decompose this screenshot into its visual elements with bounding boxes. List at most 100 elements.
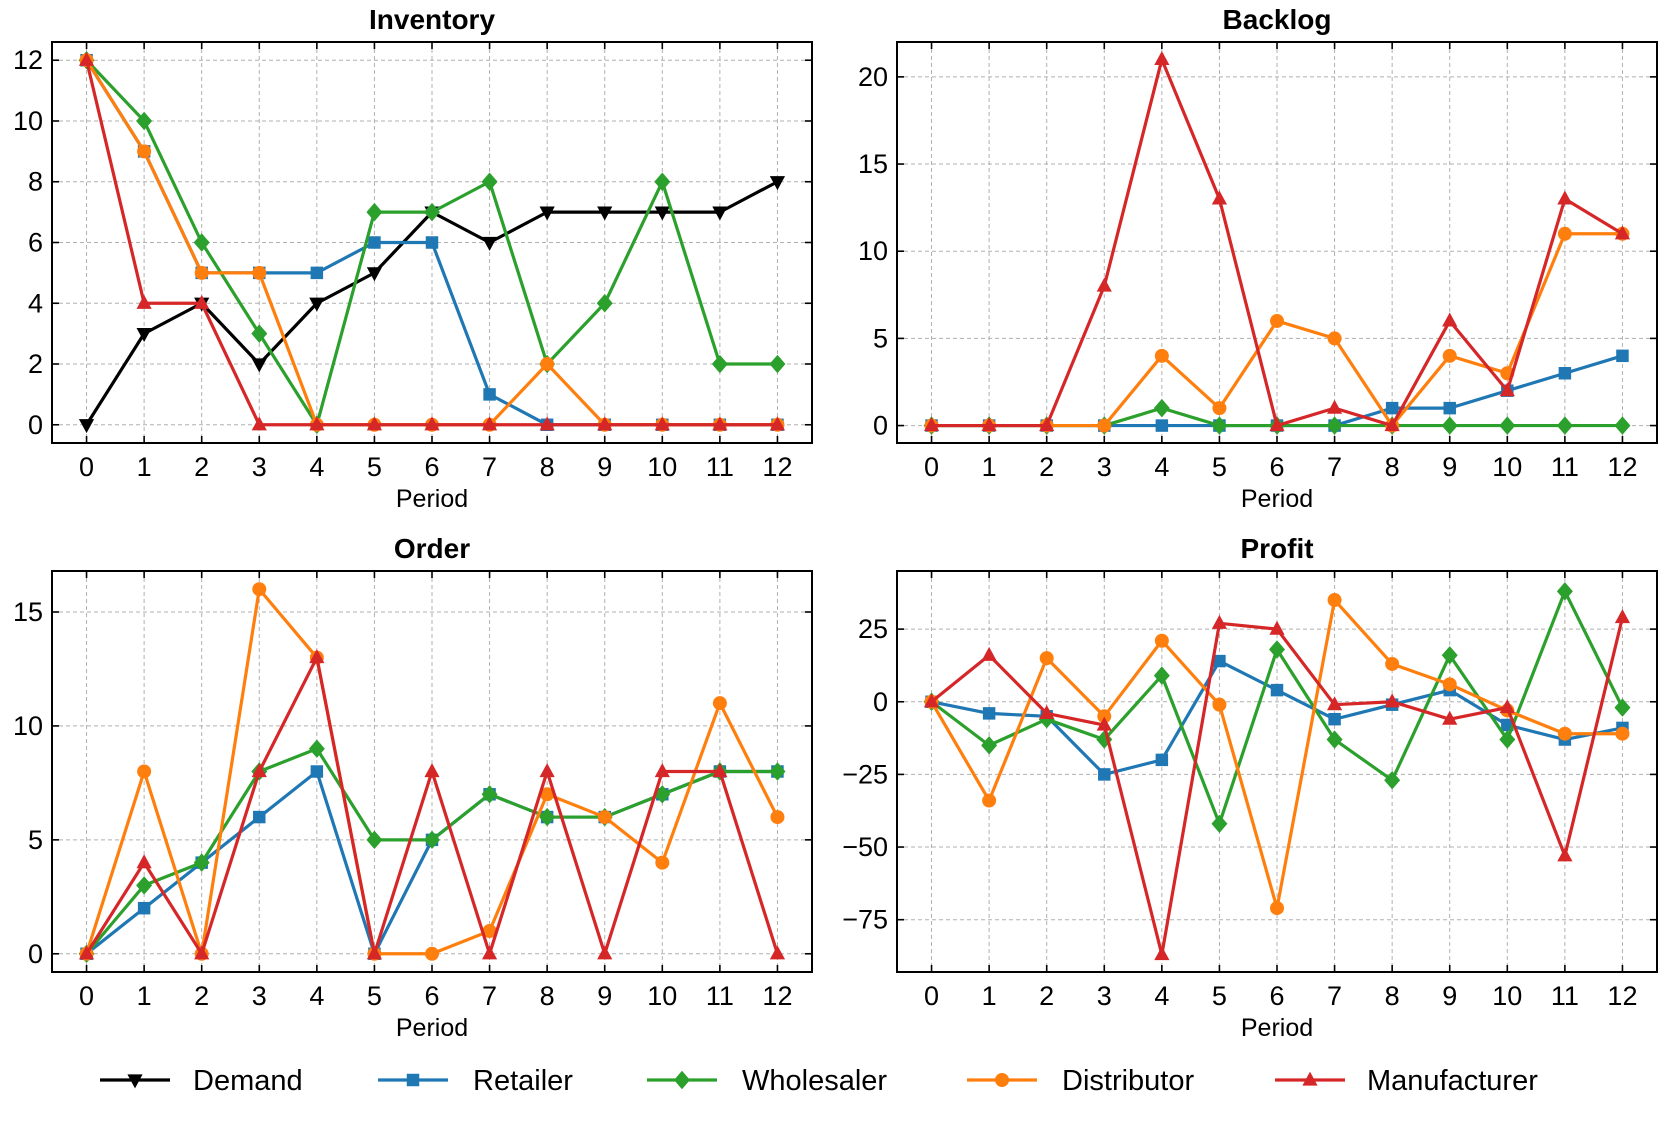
data-point — [597, 206, 613, 221]
data-point — [1269, 620, 1285, 635]
data-point — [1442, 677, 1457, 692]
legend-marker — [127, 1074, 143, 1089]
y-tick-label: −50 — [842, 832, 888, 862]
data-point — [1326, 730, 1343, 749]
x-tick-label: 0 — [924, 981, 939, 1011]
x-tick-label: 12 — [762, 452, 792, 482]
x-tick-label: 8 — [1385, 452, 1400, 482]
x-tick-label: 6 — [1269, 981, 1284, 1011]
data-point — [483, 388, 496, 401]
x-tick-label: 11 — [1551, 981, 1579, 1011]
x-tick-label: 4 — [309, 452, 324, 482]
data-point — [1499, 382, 1515, 397]
data-point — [1211, 814, 1228, 834]
data-point — [251, 324, 268, 343]
x-tick-label: 5 — [1212, 452, 1227, 482]
y-tick-label: 0 — [873, 687, 888, 717]
data-point — [253, 810, 266, 824]
data-point — [136, 294, 152, 309]
chart-title: Inventory — [369, 4, 495, 35]
data-point — [1442, 348, 1457, 363]
data-point — [712, 416, 728, 431]
data-point — [136, 876, 153, 895]
y-tick-label: 20 — [858, 62, 888, 92]
y-tick-label: 5 — [28, 825, 43, 855]
legend-entry-distributor: Distributor — [967, 1065, 1194, 1097]
data-point — [981, 736, 998, 755]
x-tick-label: 0 — [79, 452, 94, 482]
data-point — [1154, 946, 1170, 961]
data-point — [309, 297, 325, 312]
data-point — [252, 265, 267, 280]
data-point — [1558, 367, 1572, 380]
data-point — [193, 853, 210, 872]
legend-entry-demand: Demand — [100, 1065, 303, 1097]
y-tick-label: 10 — [13, 711, 43, 741]
legend-marker — [995, 1073, 1009, 1087]
series-manufacturer — [923, 609, 1631, 961]
data-point — [923, 693, 940, 708]
x-tick-label: 7 — [482, 981, 497, 1011]
x-tick-label: 3 — [1097, 981, 1112, 1011]
x-tick-label: 11 — [706, 981, 734, 1011]
data-point — [539, 416, 555, 431]
data-point — [78, 419, 95, 434]
data-point — [1614, 609, 1631, 624]
data-point — [1557, 847, 1573, 862]
legend-label: Wholesaler — [742, 1065, 887, 1097]
y-tick-label: 12 — [13, 45, 43, 75]
legend-entry-retailer: Retailer — [378, 1065, 573, 1097]
data-point — [1556, 416, 1573, 435]
data-point — [597, 945, 613, 960]
data-point — [1327, 593, 1342, 608]
data-point — [597, 810, 612, 825]
data-point — [1499, 730, 1516, 749]
data-point — [1096, 277, 1112, 292]
data-point — [596, 294, 613, 313]
data-point — [1557, 190, 1573, 205]
data-point — [1154, 348, 1169, 363]
data-point — [1211, 416, 1228, 435]
data-point — [194, 294, 210, 309]
x-tick-label: 1 — [982, 981, 997, 1011]
data-point — [1211, 190, 1228, 205]
legend-marker — [406, 1073, 420, 1087]
data-point — [481, 945, 498, 960]
data-point — [1326, 696, 1343, 711]
data-point — [1212, 401, 1227, 416]
data-point — [923, 417, 940, 432]
x-axis-label: Period — [396, 1014, 468, 1042]
x-tick-label: 4 — [1154, 981, 1169, 1011]
data-point — [481, 416, 498, 431]
data-point — [136, 854, 152, 869]
data-point — [1211, 614, 1228, 629]
x-tick-label: 8 — [1385, 981, 1400, 1011]
data-point — [1441, 416, 1458, 435]
legend-entry-manufacturer: Manufacturer — [1275, 1065, 1538, 1097]
x-tick-label: 10 — [647, 981, 677, 1011]
data-point — [1326, 416, 1343, 435]
x-tick-label: 4 — [309, 981, 324, 1011]
data-point — [1442, 710, 1458, 725]
y-tick-label: 5 — [873, 323, 888, 353]
data-point — [1441, 646, 1458, 665]
y-tick-label: −25 — [842, 759, 888, 789]
data-point — [712, 696, 727, 711]
x-tick-label: 1 — [982, 452, 997, 482]
data-point — [136, 111, 153, 131]
legend-marker — [674, 1070, 690, 1090]
chart-title: Backlog — [1223, 4, 1332, 35]
x-tick-label: 1 — [137, 452, 152, 482]
data-point — [1614, 698, 1631, 717]
data-point — [482, 923, 497, 938]
data-point — [1039, 651, 1054, 666]
data-point — [770, 810, 785, 825]
x-tick-label: 6 — [424, 981, 439, 1011]
x-axis-label: Period — [396, 485, 468, 513]
data-point — [424, 763, 440, 778]
data-point — [481, 172, 498, 191]
y-tick-label: 8 — [28, 167, 43, 197]
data-point — [539, 807, 556, 827]
x-tick-label: 12 — [1607, 452, 1637, 482]
